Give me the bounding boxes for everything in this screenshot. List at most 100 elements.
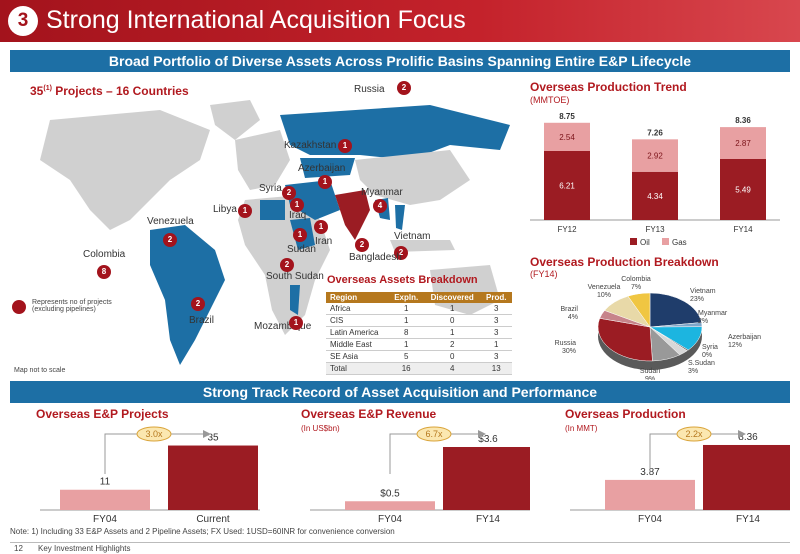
pie-label: Vietnam: [690, 288, 716, 295]
mid-banner: Strong Track Record of Asset Acquisition…: [10, 381, 790, 403]
bar-fy04: [345, 501, 435, 510]
marker-colombia: 8: [97, 265, 111, 279]
value-label: 8.36: [738, 432, 758, 443]
europe-shape: [235, 130, 290, 190]
production-title: Overseas Production: [565, 407, 686, 421]
label-colombia: Colombia: [83, 249, 126, 260]
multiple-badge: [136, 426, 172, 442]
revenue-title: Overseas E&P Revenue: [301, 407, 437, 421]
marker-brazil: 2: [191, 297, 205, 311]
table-cell: 8: [388, 326, 424, 339]
tick-label: FY04: [378, 514, 402, 525]
world-map: [40, 100, 510, 365]
footer-section: Key Investment Highlights: [38, 544, 131, 553]
table-total-cell: Total: [326, 362, 389, 375]
table-row: CIS 1 0 3: [326, 314, 512, 327]
projects-chart: 11 FY04 35 Current 3.0x: [40, 426, 260, 525]
value-label: $3.6: [478, 434, 498, 445]
label-sudan: Sudan: [287, 244, 316, 255]
page-number: 12: [14, 544, 23, 553]
pie-label: Colombia: [621, 276, 651, 283]
label-mozambique: Mozambique: [254, 321, 312, 332]
legend-oil-label: Oil: [640, 238, 650, 247]
value-label: 35: [207, 433, 219, 444]
table-cell: 1: [388, 338, 424, 351]
legend-marker-icon: [12, 300, 26, 314]
pie-label: Azerbaijan: [728, 334, 761, 341]
table-cell: 3: [480, 303, 512, 315]
revenue-chart: $0.5 FY04 $3.6 FY14 6.7x: [310, 426, 530, 525]
pie-label: Venezuela: [588, 284, 621, 291]
label-south-sudan: South Sudan: [266, 271, 324, 282]
mozambique-shape: [290, 285, 300, 315]
table-cell: 3: [480, 350, 512, 363]
table-total-cell: 16: [388, 362, 424, 375]
label-bangladesh: Bangladesh: [349, 252, 402, 263]
table-cell: Middle East: [326, 338, 389, 351]
label-azerbaijan: Azerbaijan: [298, 163, 346, 174]
table-cell: 2: [423, 338, 481, 351]
top-banner: Broad Portfolio of Diverse Assets Across…: [10, 50, 790, 72]
label-myanmar: Myanmar: [361, 187, 403, 198]
marker-venezuela: 2: [163, 233, 177, 247]
breakdown-title: Overseas Assets Breakdown: [327, 274, 478, 286]
bar-current: [168, 445, 258, 510]
tick-label: Current: [196, 514, 230, 525]
data-label: 5.49: [735, 186, 751, 195]
pie-label: Syria: [702, 344, 718, 351]
total-label: 8.75: [559, 112, 575, 121]
pie-pct: 3%: [688, 368, 698, 375]
table-total-cell: 13: [480, 362, 512, 375]
label-iran: Iran: [315, 236, 333, 247]
table-cell: Latin America: [326, 326, 389, 339]
marker-kazakhstan: 1: [338, 139, 352, 153]
table-cell: 0: [423, 314, 481, 327]
marker-libya: 1: [238, 204, 252, 218]
data-label: 2.92: [647, 152, 663, 161]
label-venezuela: Venezuela: [147, 216, 194, 227]
revenue-unit: (In US$bn): [301, 424, 340, 433]
marker-iraq: 1: [290, 198, 304, 212]
asia-shape: [355, 150, 470, 205]
tick-label: FY04: [638, 514, 662, 525]
label-syria: Syria: [259, 183, 282, 194]
label-kazakhstan: Kazakhstan: [284, 140, 337, 151]
label-brazil: Brazil: [189, 315, 215, 326]
marker-azerbaijan: 1: [318, 175, 332, 189]
bar-fy04: [605, 479, 695, 510]
map-title-sup: (1): [43, 85, 52, 92]
total-label: 7.26: [647, 128, 663, 137]
map-title-prefix: 35: [30, 84, 44, 98]
value-label: $0.5: [380, 488, 400, 499]
pie-slice-vietnam: [649, 292, 702, 328]
marker-bangladesh: 2: [355, 238, 369, 252]
russia-shape: [280, 105, 510, 160]
south-america-shape: [150, 225, 225, 365]
table-cell: SE Asia: [326, 350, 389, 363]
tick-label: FY14: [733, 225, 753, 234]
pie-pct: 4%: [568, 314, 578, 321]
total-label: 8.36: [735, 116, 751, 125]
col-discovered: Discovered: [423, 292, 481, 303]
production-trend-chart: 6.21 2.54 8.75 FY12 4.34 2.92 7.26 FY13 5.49 2.87…: [530, 112, 780, 247]
marker-south-sudan: 2: [280, 258, 294, 272]
bar-gas: [544, 122, 590, 151]
footer-divider: [10, 542, 790, 543]
production-trend-unit: (MMTOE): [530, 95, 570, 105]
table-total-row: Total 16 4 13: [326, 362, 512, 375]
multiple-badge: [676, 426, 712, 442]
production-trend-title: Overseas Production Trend: [530, 80, 687, 94]
legend-gas-label: Gas: [672, 238, 687, 247]
table-row: SE Asia 5 0 3: [326, 350, 512, 363]
production-breakdown-year: (FY14): [530, 269, 558, 279]
map-title: 35(1) Projects – 16 Countries: [30, 84, 189, 98]
table-cell: 1: [423, 326, 481, 339]
production-unit: (In MMT): [565, 424, 598, 433]
vietnam-shape: [395, 205, 405, 230]
col-expln: Expln.: [388, 292, 424, 303]
pie-label: S.Sudan: [688, 360, 715, 367]
header-bar: 3 Strong International Acquisition Focus: [0, 0, 800, 42]
marker-sudan: 1: [293, 228, 307, 242]
table-cell: 1: [388, 303, 424, 315]
footnote: Note: 1) Including 33 E&P Assets and 2 P…: [10, 527, 395, 536]
